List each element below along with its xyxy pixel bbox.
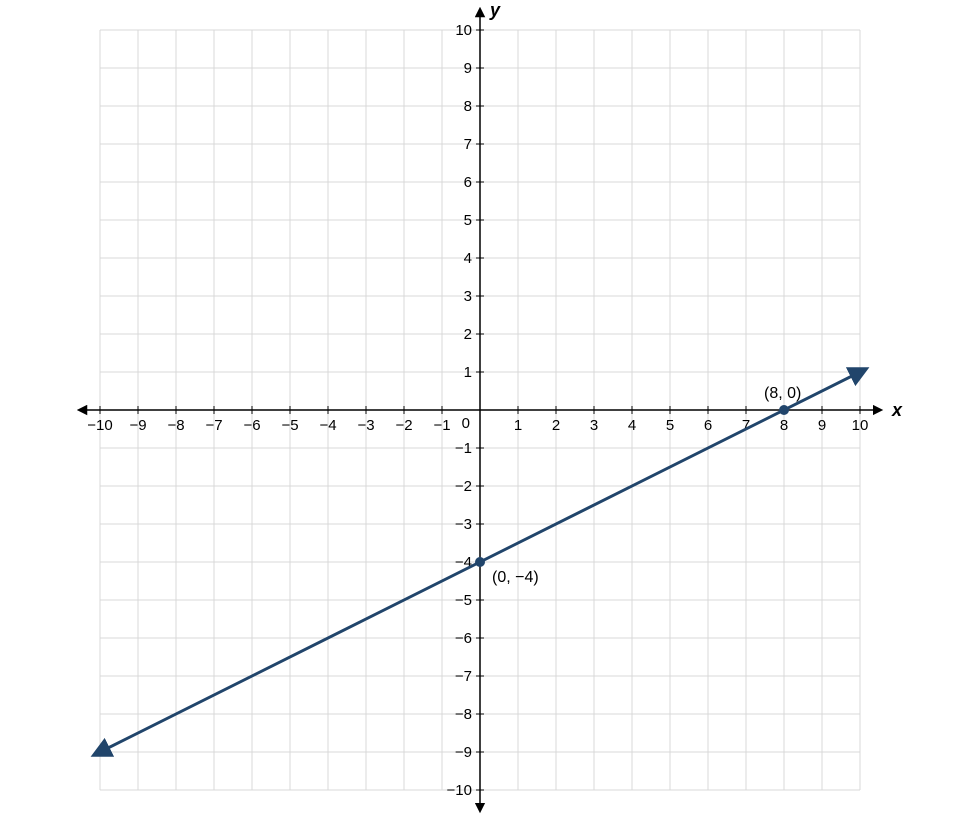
tick-label-x: −8 xyxy=(167,417,184,434)
tick-label-y: 7 xyxy=(464,136,472,153)
tick-label-y: −8 xyxy=(455,706,472,723)
point-label: (8, 0) xyxy=(764,385,801,402)
tick-label-y: 9 xyxy=(464,60,472,77)
x-axis-label: x xyxy=(891,400,903,420)
tick-label-x: 9 xyxy=(818,417,826,434)
data-point xyxy=(475,557,485,567)
tick-label-x: 3 xyxy=(590,417,598,434)
tick-label-x: 4 xyxy=(628,417,636,434)
tick-label-x: 1 xyxy=(514,417,522,434)
tick-label-x: −2 xyxy=(395,417,412,434)
tick-label-x: −1 xyxy=(433,417,450,434)
tick-label-y: 3 xyxy=(464,288,472,305)
tick-label-x: 2 xyxy=(552,417,560,434)
tick-label-x: 10 xyxy=(852,417,869,434)
tick-label-x: 0 xyxy=(462,415,470,432)
tick-label-x: 5 xyxy=(666,417,674,434)
tick-label-y: −10 xyxy=(447,782,472,799)
tick-label-x: −6 xyxy=(243,417,260,434)
tick-label-y: 5 xyxy=(464,212,472,229)
tick-label-y: −2 xyxy=(455,478,472,495)
tick-label-x: 8 xyxy=(780,417,788,434)
tick-label-x: −7 xyxy=(205,417,222,434)
tick-label-y: −3 xyxy=(455,516,472,533)
tick-label-y: 8 xyxy=(464,98,472,115)
tick-label-y: 10 xyxy=(455,22,472,39)
tick-label-x: −5 xyxy=(281,417,298,434)
tick-label-x: 6 xyxy=(704,417,712,434)
tick-label-x: −9 xyxy=(129,417,146,434)
tick-label-y: 2 xyxy=(464,326,472,343)
tick-label-y: 4 xyxy=(464,250,472,267)
tick-label-x: −3 xyxy=(357,417,374,434)
data-point xyxy=(779,405,789,415)
chart-svg: −10−9−8−7−6−5−4−3−2−1012345678910−10−9−8… xyxy=(0,0,975,814)
y-axis-label: y xyxy=(489,0,501,20)
tick-label-y: −6 xyxy=(455,630,472,647)
tick-label-y: −1 xyxy=(455,440,472,457)
tick-label-x: −4 xyxy=(319,417,336,434)
tick-label-y: −9 xyxy=(455,744,472,761)
point-label: (0, −4) xyxy=(492,569,539,586)
tick-label-y: 1 xyxy=(464,364,472,381)
line-chart: −10−9−8−7−6−5−4−3−2−1012345678910−10−9−8… xyxy=(0,0,975,814)
tick-label-y: −5 xyxy=(455,592,472,609)
tick-label-y: 6 xyxy=(464,174,472,191)
tick-label-y: −7 xyxy=(455,668,472,685)
tick-label-x: −10 xyxy=(87,417,112,434)
